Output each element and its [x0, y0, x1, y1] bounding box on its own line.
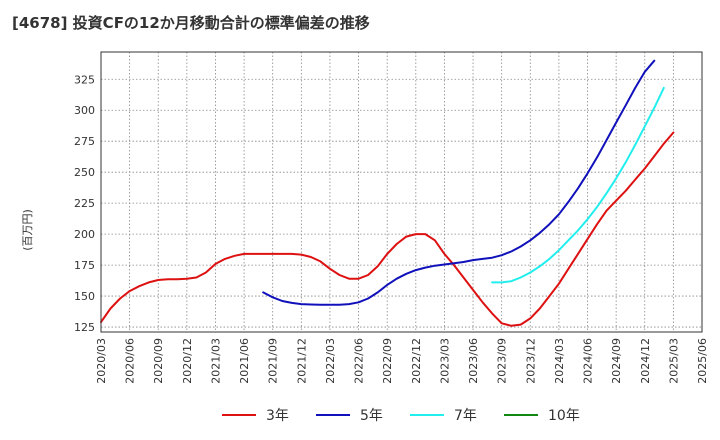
y-tick-label: 300: [74, 104, 95, 117]
y-tick-label: 275: [74, 135, 95, 148]
x-tick-label: 2022/03: [324, 338, 337, 384]
x-tick-label: 2023/09: [496, 338, 509, 384]
grid-lines: [101, 52, 702, 332]
chart-title: [4678] 投資CFの12か月移動合計の標準偏差の推移: [12, 14, 370, 32]
x-tick-label: 2025/03: [667, 338, 680, 384]
x-tick-label: 2023/06: [467, 338, 480, 384]
series-line-3年: [100, 131, 675, 327]
x-tick-label: 2021/12: [295, 338, 308, 384]
x-tick-label: 2020/03: [95, 338, 108, 384]
x-tick-label: 2024/12: [639, 338, 652, 384]
x-tick-label: 2024/09: [610, 338, 623, 384]
legend-swatch: [410, 414, 444, 416]
y-tick-labels: 125 150 175 200 225 250 275 300 325: [74, 73, 95, 334]
legend-item: 7年: [410, 402, 477, 428]
x-tick-label: 2020/12: [181, 338, 194, 384]
legend-label: 7年: [454, 408, 477, 424]
y-tick-label: 225: [74, 197, 95, 210]
series-lines: [100, 59, 675, 327]
series-line-5年: [262, 59, 656, 306]
series-line-7年: [491, 86, 665, 284]
x-tick-label: 2021/03: [209, 338, 222, 384]
legend-label: 3年: [266, 408, 289, 424]
x-tick-label: 2025/06: [696, 338, 709, 384]
legend-label: 5年: [360, 408, 383, 424]
legend-item: 10年: [504, 402, 580, 428]
x-tick-label: 2024/03: [553, 338, 566, 384]
plot-frame: [100, 51, 703, 333]
y-tick-label: 250: [74, 166, 95, 179]
y-tick-label: 150: [74, 290, 95, 303]
x-tick-label: 2021/06: [238, 338, 251, 384]
x-tick-label: 2023/03: [438, 338, 451, 384]
legend-item: 3年: [222, 402, 289, 428]
legend-swatch: [316, 414, 350, 416]
legend-item: 5年: [316, 402, 383, 428]
legend-swatch: [222, 414, 256, 416]
x-tick-label: 2022/12: [410, 338, 423, 384]
legend-label: 10年: [548, 408, 580, 424]
legend: 3年 5年 7年 10年: [0, 402, 720, 428]
y-tick-label: 175: [74, 259, 95, 272]
y-tick-label: 325: [74, 73, 95, 86]
y-tick-label: 125: [74, 321, 95, 334]
x-tick-label: 2023/12: [524, 338, 537, 384]
x-tick-label: 2024/06: [582, 338, 595, 384]
x-tick-labels: 2020/03 2020/06 2020/09 2020/12 2021/03 2021/…: [95, 338, 709, 384]
x-tick-label: 2022/06: [353, 338, 366, 384]
y-tick-label: 200: [74, 228, 95, 241]
x-tick-label: 2021/09: [267, 338, 280, 384]
x-tick-label: 2020/09: [152, 338, 165, 384]
x-tick-label: 2020/06: [124, 338, 137, 384]
legend-swatch: [504, 414, 538, 416]
x-tick-label: 2022/09: [381, 338, 394, 384]
